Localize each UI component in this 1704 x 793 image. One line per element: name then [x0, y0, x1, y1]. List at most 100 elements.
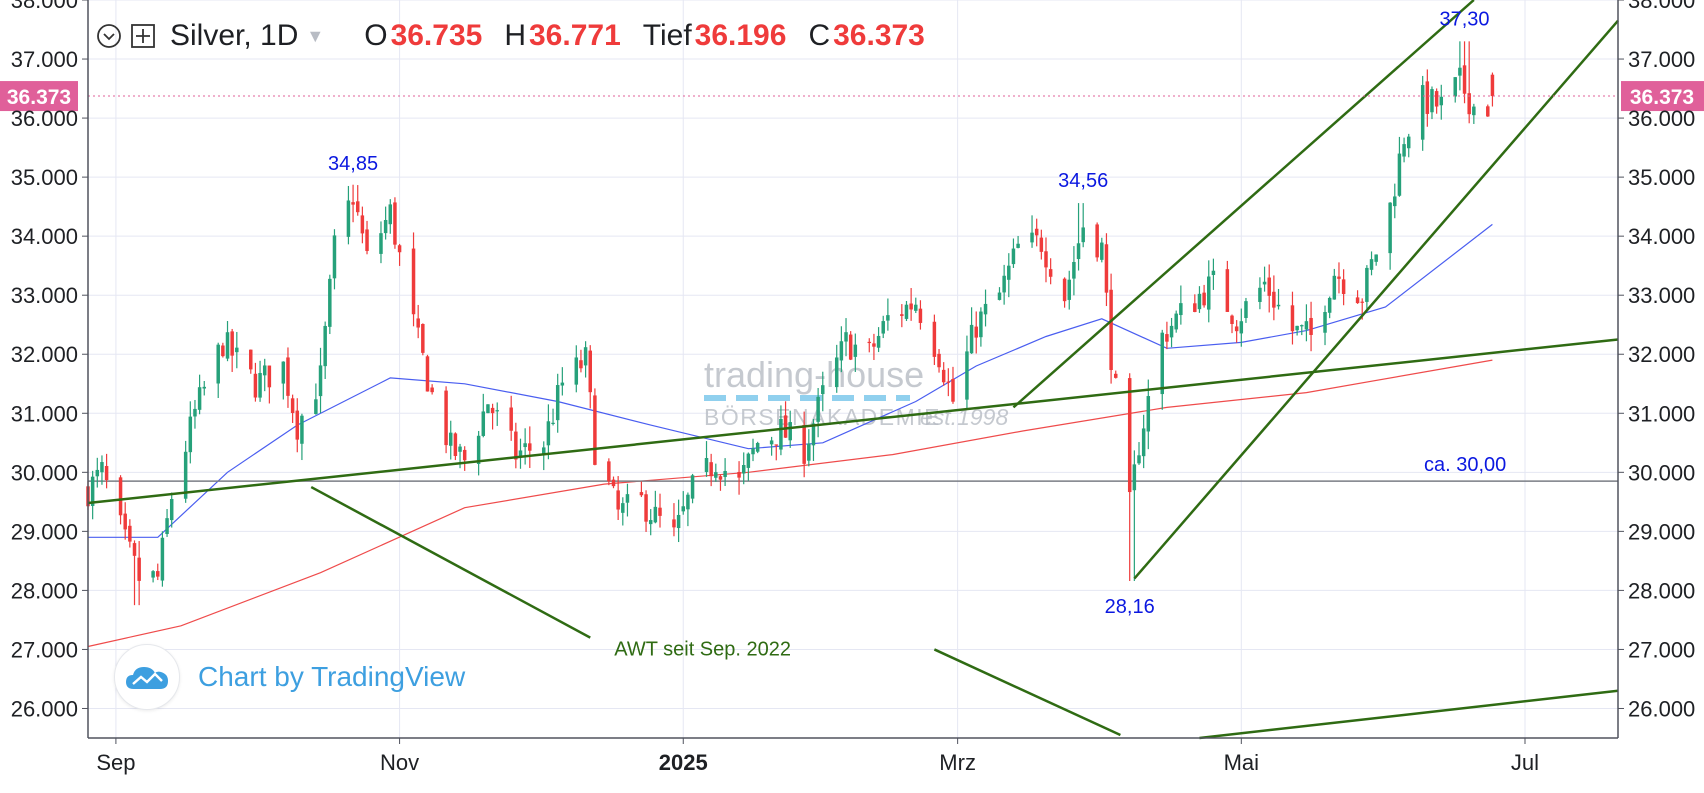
candle-body [1341, 279, 1346, 294]
candle-body [528, 443, 532, 451]
candle-body [1234, 326, 1239, 332]
candle-body [169, 499, 174, 521]
candle-body [723, 470, 727, 477]
candle-body [1197, 293, 1202, 310]
candle-body [453, 433, 458, 456]
tradingview-cloud-icon [114, 644, 180, 710]
candle-body [1230, 315, 1234, 324]
candle-body [1137, 455, 1141, 464]
candle-body [383, 219, 388, 234]
watermark-line1: trading-house [704, 354, 924, 395]
y-tick-label: 34.000 [11, 224, 78, 249]
candle-body [1179, 303, 1183, 316]
candle-body [132, 543, 137, 556]
candle-body [788, 422, 792, 441]
candle-body [1439, 96, 1444, 106]
candle-body [834, 357, 839, 388]
candle-body [393, 202, 397, 245]
candle-body [690, 475, 695, 499]
candle-body [974, 326, 978, 338]
candle-body [1202, 292, 1206, 306]
candle-body [1258, 287, 1262, 302]
candle-body [416, 318, 420, 328]
candle-body [886, 315, 890, 321]
candle-body [918, 308, 923, 323]
candle-body [881, 321, 885, 334]
trend-line [933, 648, 1121, 737]
candle-body [1225, 269, 1230, 312]
candle-body [588, 350, 592, 393]
candle-body [1062, 278, 1067, 302]
candle-body [486, 404, 490, 414]
last-price-label-right: 36.373 [1630, 86, 1694, 109]
candle-body [290, 398, 295, 413]
candle-body [388, 204, 393, 225]
y-tick-label: 29.000 [11, 519, 78, 544]
candle-body [281, 361, 286, 384]
symbol-label[interactable]: Silver, 1D [170, 19, 299, 52]
grid [88, 0, 1618, 738]
candle-body [574, 357, 579, 385]
candle-body [1034, 228, 1039, 236]
candle-body [216, 344, 220, 384]
candle-body [909, 303, 913, 310]
candle-body [779, 418, 783, 450]
low-value: 36.196 [694, 19, 787, 52]
candle-body [658, 507, 662, 516]
candle-body [621, 503, 625, 513]
candle-body [867, 341, 872, 344]
candle-body [332, 235, 337, 279]
candle-body [430, 387, 434, 393]
candle-body [1132, 464, 1137, 491]
candle-body [476, 435, 481, 464]
candle-body [1207, 276, 1211, 310]
candle-body [718, 476, 723, 480]
candle-body [514, 431, 518, 460]
high-value: 36.771 [529, 19, 621, 52]
plus-square-icon[interactable] [130, 23, 156, 49]
candle-body [965, 351, 969, 400]
candle-body [904, 304, 909, 319]
candle-body [1211, 270, 1216, 276]
candle-body [1039, 237, 1044, 252]
candle-body [1072, 261, 1076, 279]
annotation-label: 34,85 [328, 153, 378, 175]
y-tick-label: 33.000 [11, 283, 78, 308]
candle-body [1323, 311, 1327, 333]
candle-body [542, 447, 546, 455]
candles [86, 41, 1495, 606]
last-price-line: 36.373 36.373 [0, 81, 1704, 112]
candle-body [523, 443, 527, 448]
tradingview-attribution[interactable]: Chart by TradingView [114, 644, 465, 710]
candle-body [560, 382, 565, 386]
caret-down-icon[interactable]: ▼ [306, 25, 325, 46]
candle-body [774, 444, 779, 446]
y-tick-label: 32.000 [11, 342, 78, 367]
candle-body [286, 357, 290, 396]
trend-line [87, 338, 1619, 505]
candle-body [1420, 85, 1425, 140]
candle-body [1100, 242, 1104, 260]
last-price-label-left: 36.373 [7, 86, 71, 109]
candle-body [937, 353, 941, 368]
candle-body [495, 410, 499, 412]
candle-body [1007, 265, 1011, 280]
candle-body [202, 386, 207, 389]
candle-body [104, 465, 109, 481]
candle-body [1365, 267, 1369, 302]
candle-body [1486, 106, 1490, 117]
candle-body [197, 387, 202, 410]
candle-body [1458, 67, 1462, 76]
attribution-text: Chart by TradingView [198, 661, 466, 692]
candle-body [360, 215, 365, 234]
candle-body [1193, 303, 1197, 312]
candle-body [1239, 321, 1244, 334]
candle-body [1309, 317, 1313, 335]
candle-body [1434, 91, 1439, 107]
candle-body [639, 492, 644, 496]
annotation-label: 28,16 [1105, 596, 1155, 618]
chevron-down-circle-icon[interactable] [96, 23, 122, 49]
trend-line [1199, 689, 1619, 740]
candle-body [1462, 65, 1467, 94]
